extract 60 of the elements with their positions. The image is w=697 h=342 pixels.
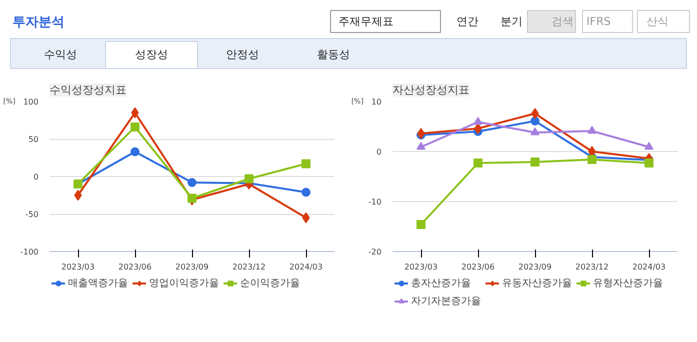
point xyxy=(130,147,140,156)
chart-title: 수익성장성지표 xyxy=(50,84,126,96)
legend-label: 총자산증가율 xyxy=(411,277,471,290)
point xyxy=(188,194,196,203)
y-tick-label: -10 xyxy=(368,198,382,206)
point xyxy=(530,116,540,126)
x-tick-label: 2023/12 xyxy=(232,262,266,272)
legend-label: 영업이익증가율 xyxy=(149,277,219,290)
text: 검색 xyxy=(552,15,574,28)
text: 성장성 xyxy=(135,48,168,61)
point xyxy=(474,116,482,125)
point xyxy=(644,158,654,168)
legend-label: 순이익증가율 xyxy=(240,277,300,290)
text: 연간 xyxy=(456,15,478,28)
y-tick-label: 0 xyxy=(376,148,382,156)
x-tick-label: 2024/03 xyxy=(289,262,323,272)
point xyxy=(588,126,596,134)
text: 투자분석 xyxy=(12,15,64,30)
x-tick-label: 2023/06 xyxy=(118,262,152,272)
x-tick-label: 2023/09 xyxy=(518,262,552,272)
chart-title: 자산성장성지표 xyxy=(392,84,470,96)
point xyxy=(188,178,196,187)
x-tick-label: 2023/09 xyxy=(175,262,209,272)
text: 주재무제표 xyxy=(338,15,394,28)
point xyxy=(130,122,140,132)
point xyxy=(416,142,426,150)
legend-label: 유형자산증가율 xyxy=(593,277,663,290)
y-tick-label: 0 xyxy=(33,172,39,182)
text: 수익성 xyxy=(44,48,77,61)
point xyxy=(474,123,482,134)
point xyxy=(530,158,540,166)
y-tick-label: -100 xyxy=(20,248,38,256)
point xyxy=(474,158,482,168)
text: 안정성 xyxy=(226,48,259,61)
legend-label: 유동자산증가율 xyxy=(502,277,572,290)
x-tick-label: 2023/03 xyxy=(404,262,438,272)
x-tick-label: 2023/06 xyxy=(461,262,495,272)
x-tick-label: 2023/03 xyxy=(61,262,95,272)
point xyxy=(531,108,539,119)
y-tick-label: -20 xyxy=(368,248,382,256)
x-tick-label: 2023/12 xyxy=(575,262,609,272)
point xyxy=(302,159,310,168)
point xyxy=(644,142,654,150)
y-tick-label: 100 xyxy=(23,98,39,106)
point xyxy=(530,127,540,136)
y-tick-label: 10 xyxy=(371,98,382,106)
text: 활동성 xyxy=(317,48,350,61)
text: 산식 xyxy=(646,15,668,28)
point xyxy=(302,188,310,197)
y-tick-label: 50 xyxy=(28,135,39,144)
legend-label: 자기자본증가율 xyxy=(411,295,481,308)
point xyxy=(417,128,425,139)
text: 분기 xyxy=(500,15,522,28)
text: IFRS xyxy=(586,15,611,28)
point xyxy=(588,155,596,164)
x-tick-label: 2024/03 xyxy=(632,262,666,272)
y-tick-label: -50 xyxy=(25,210,39,219)
legend-label: 매출액증가율 xyxy=(68,277,128,290)
point xyxy=(244,174,254,184)
point xyxy=(416,220,426,229)
